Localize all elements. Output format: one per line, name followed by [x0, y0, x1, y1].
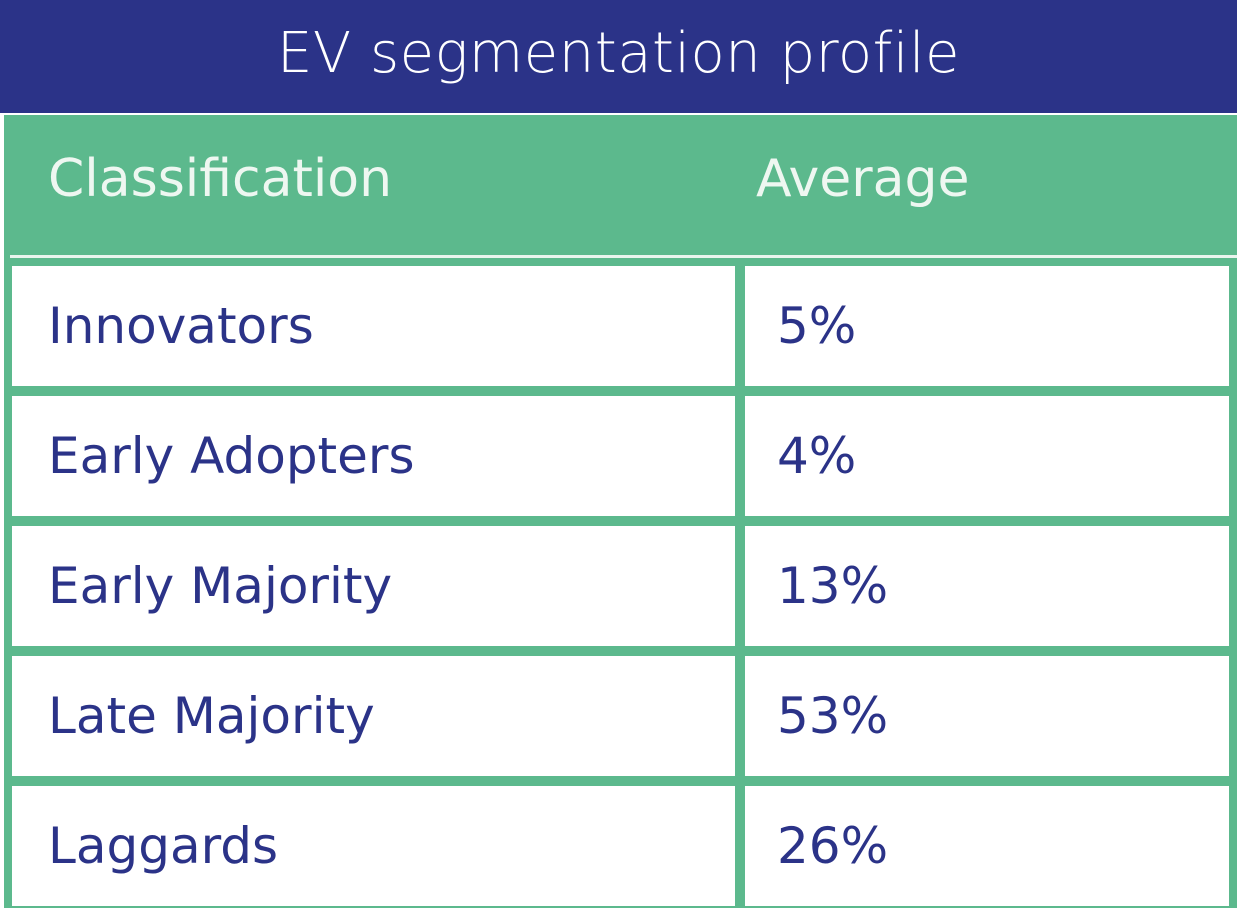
- header-average: Average: [756, 149, 970, 209]
- page-title: EV segmentation profile: [277, 21, 960, 86]
- row-early-majority-average: 13%: [745, 526, 1229, 646]
- title-bar: EV segmentation profile: [0, 0, 1237, 113]
- row-early-adopters-average: 4%: [745, 396, 1229, 516]
- row-late-majority-classification: Late Majority: [12, 656, 735, 776]
- row-laggards-average: 26%: [745, 786, 1229, 906]
- segmentation-table: Classification Average Innovators 5% Early…: [4, 115, 1237, 908]
- row-early-adopters-classification: Early Adopters: [12, 396, 735, 516]
- row-laggards-classification: Laggards: [12, 786, 735, 906]
- row-late-majority-average: 53%: [745, 656, 1229, 776]
- row-innovators-classification: Innovators: [12, 266, 735, 386]
- row-early-majority-classification: Early Majority: [12, 526, 735, 646]
- header-divider: [10, 255, 1237, 258]
- header-classification: Classification: [48, 149, 393, 209]
- table-header-row: Classification Average: [4, 115, 1237, 255]
- row-innovators-average: 5%: [745, 266, 1229, 386]
